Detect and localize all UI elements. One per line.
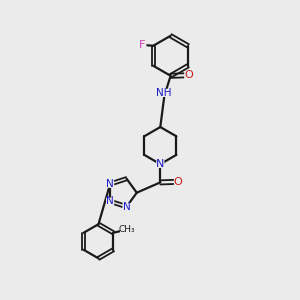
- FancyBboxPatch shape: [138, 41, 146, 49]
- Text: CH₃: CH₃: [118, 225, 135, 234]
- FancyBboxPatch shape: [174, 178, 182, 186]
- Text: F: F: [139, 40, 145, 50]
- FancyBboxPatch shape: [156, 160, 164, 168]
- FancyBboxPatch shape: [120, 226, 133, 234]
- Text: NH: NH: [156, 88, 171, 98]
- FancyBboxPatch shape: [106, 197, 114, 205]
- Text: N: N: [123, 202, 130, 212]
- FancyBboxPatch shape: [122, 203, 131, 211]
- Text: O: O: [174, 177, 182, 187]
- FancyBboxPatch shape: [158, 89, 172, 97]
- FancyBboxPatch shape: [184, 71, 192, 79]
- FancyBboxPatch shape: [106, 180, 114, 188]
- Text: N: N: [106, 196, 114, 206]
- Text: N: N: [106, 179, 114, 189]
- Text: O: O: [184, 70, 193, 80]
- Text: N: N: [156, 159, 164, 169]
